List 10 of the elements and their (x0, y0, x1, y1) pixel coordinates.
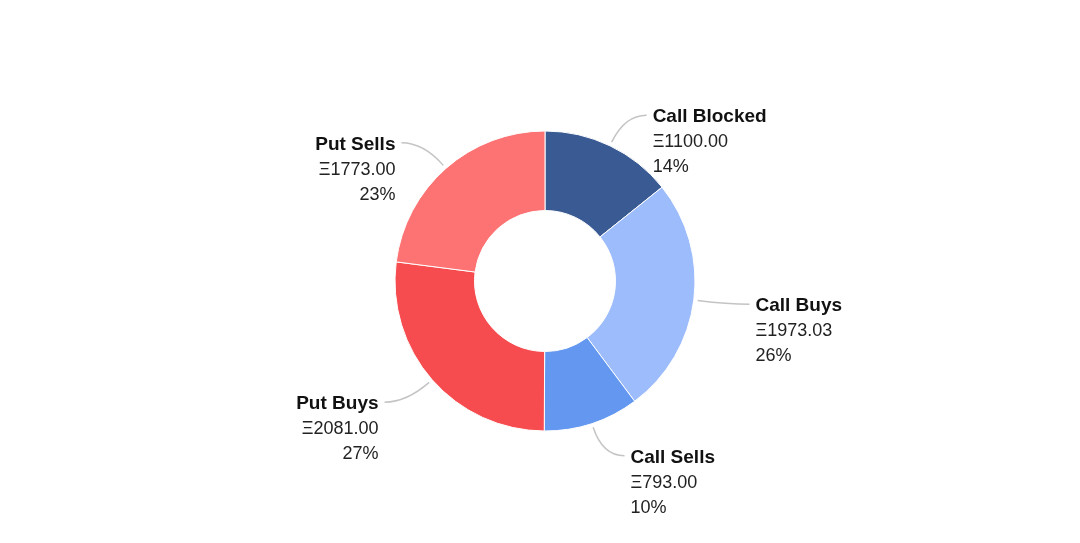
data-label: Ξ1773.00 23% (318, 158, 396, 204)
slice-label: Call Blocked (652, 105, 767, 127)
data-label: Ξ793.00 10% (630, 471, 698, 517)
slice-label: Put Buys (296, 392, 379, 414)
data-label: Ξ1100.00 14% (652, 131, 729, 177)
slice-label: Call Buys (755, 294, 843, 316)
slice-label: Call Sells (630, 445, 715, 467)
data-label: Ξ1973.03 26% (755, 320, 833, 366)
slice-label: Put Sells (315, 132, 396, 154)
data-label: Ξ2081.00 27% (301, 418, 379, 464)
